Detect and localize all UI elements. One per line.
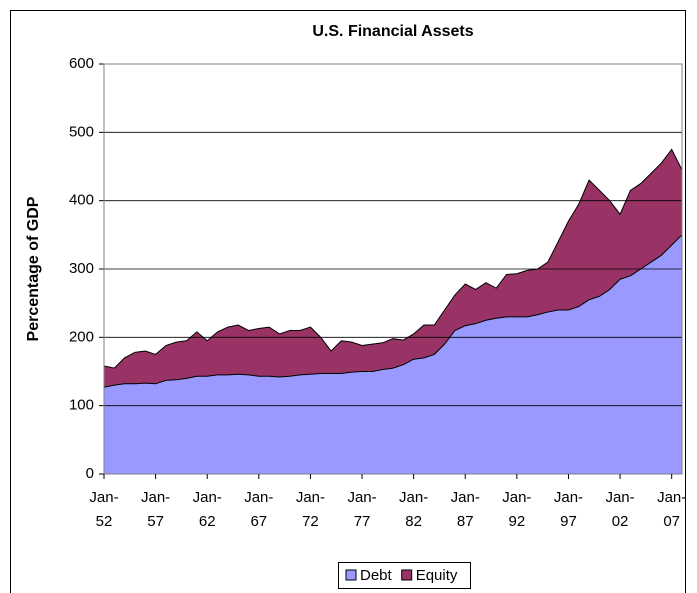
y-tick-label: 400 (69, 192, 94, 209)
legend-label: Equity (416, 567, 458, 584)
x-tick-label: Jan-77 (347, 489, 377, 530)
legend-label: Debt (360, 567, 393, 584)
x-tick-label: Jan-57 (141, 489, 171, 530)
x-tick-label: Jan-52 (89, 489, 119, 530)
legend-swatch (401, 569, 413, 581)
x-tick-label: Jan-92 (502, 489, 532, 530)
x-tick-label: Jan-72 (295, 489, 326, 530)
chart-border (10, 10, 686, 593)
plot-border (103, 63, 683, 475)
x-tick-label: Jan-67 (244, 489, 274, 530)
y-axis-label: Percentage of GDP (25, 196, 42, 341)
x-tick-label: Jan-62 (192, 489, 222, 530)
x-tick-label: Jan-02 (605, 489, 635, 530)
y-tick-label: 600 (69, 55, 94, 72)
x-tick-label: Jan-87 (450, 489, 480, 530)
y-tick-label: 100 (69, 397, 94, 414)
x-tick-label: Jan-97 (553, 489, 584, 530)
y-tick-label: 500 (69, 123, 94, 140)
y-tick-label: 0 (86, 465, 94, 482)
y-tick-label: 200 (69, 328, 94, 345)
legend-box (338, 562, 471, 589)
legend-swatch (345, 569, 357, 581)
y-tick-label: 300 (69, 260, 94, 277)
area (104, 234, 682, 474)
x-tick-label: Jan-07 (657, 489, 687, 530)
chart-title: U.S. Financial Assets (312, 23, 473, 40)
x-tick-label: Jan-82 (399, 489, 429, 530)
